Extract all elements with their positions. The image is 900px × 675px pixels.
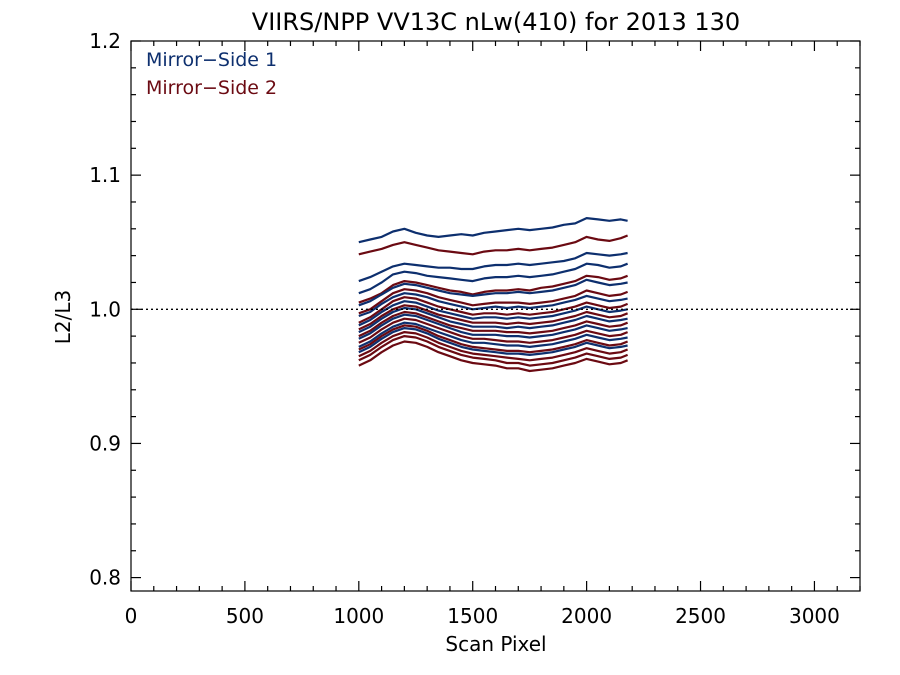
y-axis-label: L2/L3 xyxy=(51,290,75,344)
x-tick-label: 1500 xyxy=(447,604,498,628)
y-tick-label: 1.1 xyxy=(89,163,121,187)
series-line-mirror-side-1 xyxy=(358,306,628,334)
x-tick-label: 2000 xyxy=(561,604,612,628)
series-line-mirror-side-2 xyxy=(358,335,629,367)
x-tick-label: 0 xyxy=(125,604,138,628)
axis-ticks xyxy=(130,40,861,591)
series-line-mirror-side-2 xyxy=(358,234,629,256)
series-line-mirror-side-2 xyxy=(358,317,629,344)
y-tick-label: 1.2 xyxy=(89,29,121,53)
series-line-mirror-side-2 xyxy=(358,304,629,331)
series-line-mirror-side-2 xyxy=(358,310,629,338)
series-line-mirror-side-1 xyxy=(358,321,628,348)
chart-title: VIIRS/NPP VV13C nLw(410) for 2013 130 xyxy=(252,8,740,36)
series-line-mirror-side-2 xyxy=(358,340,629,373)
series-line-mirror-side-1 xyxy=(358,313,628,340)
series-line-mirror-side-1 xyxy=(358,327,628,356)
x-tick-label: 3000 xyxy=(789,604,840,628)
x-tick-label: 2500 xyxy=(675,604,726,628)
series-line-mirror-side-1 xyxy=(358,217,628,244)
series-line-mirror-side-2 xyxy=(358,331,629,362)
series-line-mirror-side-2 xyxy=(358,296,629,324)
y-tick-label: 1.0 xyxy=(89,297,121,321)
series-line-mirror-side-1 xyxy=(358,300,628,327)
x-tick-label: 500 xyxy=(226,604,264,628)
legend-entry-mirror-side-2: Mirror−Side 2 xyxy=(146,77,277,99)
legend: Mirror−Side 1 Mirror−Side 2 xyxy=(146,49,277,99)
y-tick-label: 0.8 xyxy=(89,566,121,590)
series-line-mirror-side-2 xyxy=(358,288,628,315)
legend-entry-mirror-side-1: Mirror−Side 1 xyxy=(146,49,277,71)
series-line-mirror-side-1 xyxy=(358,278,628,307)
series-line-mirror-side-1 xyxy=(358,292,628,318)
series-line-mirror-side-1 xyxy=(358,262,629,295)
x-axis-label: Scan Pixel xyxy=(445,632,546,656)
series-line-mirror-side-1 xyxy=(358,251,628,283)
x-tick-labels: 0 500 1000 1500 2000 2500 3000 xyxy=(125,604,840,628)
x-tick-label: 1000 xyxy=(333,604,384,628)
y-tick-label: 0.9 xyxy=(89,431,121,455)
plot-frame xyxy=(130,40,861,592)
series-line-mirror-side-2 xyxy=(358,324,629,354)
y-tick-labels: 0.8 0.9 1.0 1.1 1.2 xyxy=(89,29,121,590)
series-group xyxy=(358,217,629,373)
series-line-mirror-side-2 xyxy=(358,274,628,304)
